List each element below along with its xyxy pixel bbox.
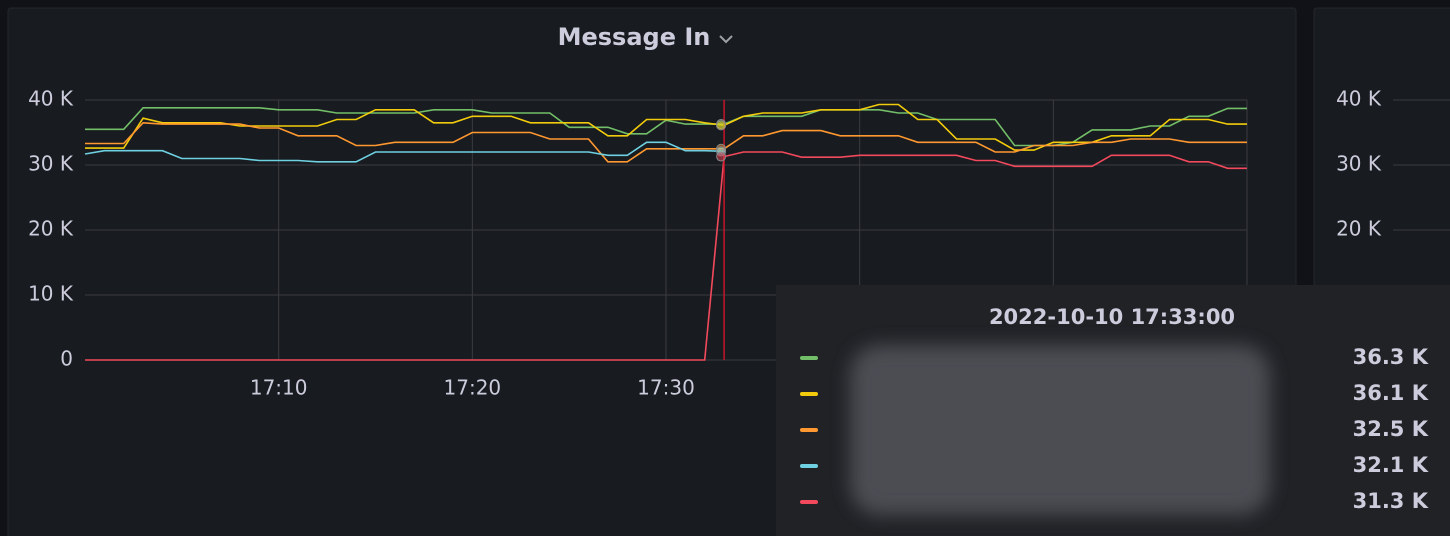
legend-swatch bbox=[800, 464, 818, 468]
x-tick-label: 17:30 bbox=[637, 376, 695, 400]
tooltip-title: 2022-10-10 17:33:00 bbox=[989, 305, 1235, 329]
y-tick-label: 30 K bbox=[28, 152, 74, 176]
legend-swatch bbox=[800, 428, 818, 432]
hover-point bbox=[716, 120, 727, 131]
tooltip-value: 31.3 K bbox=[1353, 489, 1429, 513]
x-tick-label: 17:20 bbox=[444, 376, 502, 400]
tooltip-value: 32.5 K bbox=[1353, 417, 1429, 441]
y-tick-label: 40 K bbox=[28, 87, 74, 111]
tooltip-value: 36.3 K bbox=[1353, 345, 1429, 369]
hover-point bbox=[716, 151, 727, 162]
y-tick-label: 20 K bbox=[1336, 217, 1382, 241]
x-tick-label: 17:10 bbox=[250, 376, 308, 400]
series-line bbox=[85, 151, 1247, 361]
blurred-names bbox=[850, 345, 1270, 515]
chevron[interactable] bbox=[719, 35, 733, 44]
y-tick-label: 10 K bbox=[28, 282, 74, 306]
tooltip: 2022-10-10 17:33:00 36.3 K 36.1 K 32.5 K 32… bbox=[776, 285, 1450, 536]
series-line bbox=[85, 103, 1247, 151]
plot: 20 K 30 K 40 K bbox=[1336, 87, 1450, 241]
legend-swatch bbox=[800, 356, 818, 360]
y-tick-label: 30 K bbox=[1336, 152, 1382, 176]
panel-header[interactable]: Message In bbox=[558, 23, 733, 51]
tooltip-value: 36.1 K bbox=[1353, 381, 1429, 405]
legend-swatch bbox=[800, 392, 818, 396]
tooltip-value: 32.1 K bbox=[1353, 453, 1429, 477]
series-line bbox=[84, 141, 725, 163]
panel-title[interactable]: Message In bbox=[558, 23, 711, 51]
y-tick-label: 20 K bbox=[28, 217, 74, 241]
legend-swatch bbox=[800, 500, 818, 504]
y-tick-label: 40 K bbox=[1336, 87, 1382, 111]
y-tick-label: 0 bbox=[60, 347, 73, 371]
series-line bbox=[85, 121, 1247, 163]
